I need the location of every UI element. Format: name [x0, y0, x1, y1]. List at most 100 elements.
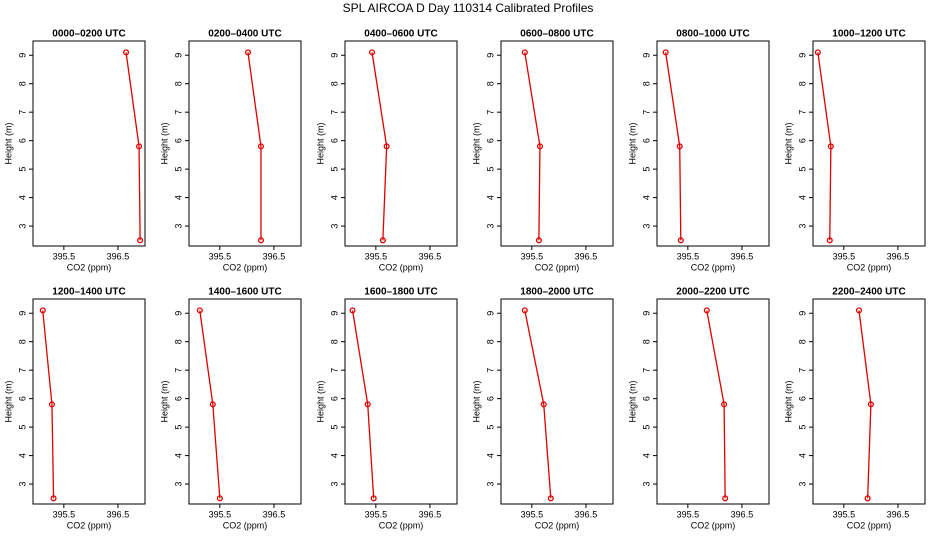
y-tick-label: 4 — [17, 195, 27, 200]
x-axis-label: CO2 (ppm) — [847, 520, 892, 530]
panel-title: 0200–0400 UTC — [208, 29, 281, 40]
x-tick-label: 396.5 — [731, 251, 754, 261]
y-tick-label: 3 — [173, 224, 183, 229]
y-tick-label: 8 — [17, 339, 27, 344]
y-tick-label: 9 — [17, 53, 27, 58]
point — [244, 49, 252, 56]
y-tick-label: 6 — [485, 138, 495, 143]
y-tick-label: 9 — [173, 53, 183, 58]
point — [536, 143, 544, 150]
y-tick-label: 5 — [17, 425, 27, 430]
x-tick-label: 396.5 — [107, 251, 130, 261]
panel-title: 0600–0800 UTC — [520, 29, 593, 40]
panel-title: 0400–0600 UTC — [364, 29, 437, 40]
panel-title: 2200–2400 UTC — [832, 287, 905, 298]
y-tick-label: 8 — [641, 339, 651, 344]
y-tick-label: 3 — [797, 482, 807, 487]
y-tick-label: 9 — [173, 311, 183, 316]
point — [39, 307, 46, 314]
y-tick-label: 7 — [641, 110, 651, 115]
x-tick-label: 396.5 — [887, 251, 910, 261]
y-tick-label: 5 — [173, 425, 183, 430]
y-tick-label: 9 — [641, 311, 651, 316]
profile-line — [199, 310, 221, 499]
point — [349, 307, 356, 314]
y-axis-label: Height (m) — [159, 122, 169, 164]
x-tick-label: 396.5 — [575, 251, 598, 261]
plot-frame — [188, 298, 302, 505]
y-tick-label: 6 — [797, 138, 807, 143]
x-tick-label: 395.5 — [209, 509, 232, 519]
plot-frame — [656, 298, 770, 505]
profile-line — [858, 310, 872, 499]
y-tick-label: 9 — [797, 53, 807, 58]
point — [826, 237, 833, 244]
y-tick-label: 9 — [329, 311, 339, 316]
x-tick-label: 396.5 — [419, 251, 442, 261]
y-axis-label: Height (m) — [3, 122, 13, 164]
point — [855, 307, 863, 314]
y-axis-label: Height (m) — [159, 380, 169, 422]
point — [540, 401, 547, 408]
x-axis-label: CO2 (ppm) — [691, 520, 736, 530]
point — [123, 49, 130, 56]
y-tick-label: 6 — [17, 396, 27, 401]
y-tick-label: 7 — [17, 110, 27, 115]
x-tick-label: 395.5 — [677, 251, 700, 261]
point — [216, 495, 223, 502]
x-tick-label: 396.5 — [731, 509, 754, 519]
y-tick-label: 6 — [797, 396, 807, 401]
point — [379, 237, 386, 244]
y-tick-label: 3 — [173, 482, 183, 487]
x-tick-label: 395.5 — [209, 251, 232, 261]
y-tick-label: 8 — [485, 339, 495, 344]
x-tick-label: 395.5 — [833, 509, 856, 519]
x-axis-label: CO2 (ppm) — [535, 520, 580, 530]
point — [209, 401, 216, 408]
point — [257, 237, 265, 244]
point — [662, 49, 669, 56]
y-tick-label: 6 — [329, 396, 339, 401]
point — [721, 401, 728, 408]
point — [814, 49, 821, 56]
x-tick-label: 395.5 — [365, 509, 388, 519]
point — [677, 237, 684, 244]
x-tick-label: 396.5 — [419, 509, 442, 519]
panel-title: 1000–1200 UTC — [832, 29, 905, 40]
x-tick-label: 395.5 — [365, 251, 388, 261]
point — [521, 49, 528, 56]
y-tick-label: 9 — [17, 311, 27, 316]
plot-frame — [500, 40, 614, 247]
y-tick-label: 4 — [173, 195, 183, 200]
x-axis-label: CO2 (ppm) — [691, 262, 736, 272]
plot-frame — [656, 40, 770, 247]
y-tick-label: 8 — [797, 81, 807, 86]
y-tick-label: 4 — [485, 453, 495, 458]
y-tick-label: 5 — [797, 425, 807, 430]
point — [137, 237, 144, 244]
y-tick-label: 3 — [329, 224, 339, 229]
y-tick-label: 7 — [329, 110, 339, 115]
y-tick-label: 9 — [329, 53, 339, 58]
panel-title: 1800–2000 UTC — [520, 287, 593, 298]
y-axis-label: Height (m) — [3, 380, 13, 422]
point — [867, 401, 874, 408]
x-axis-label: CO2 (ppm) — [67, 262, 112, 272]
y-axis-label: Height (m) — [627, 380, 637, 422]
y-tick-label: 5 — [485, 167, 495, 172]
y-tick-label: 6 — [329, 138, 339, 143]
y-tick-label: 3 — [485, 482, 495, 487]
y-tick-label: 4 — [485, 195, 495, 200]
y-tick-label: 6 — [485, 396, 495, 401]
x-tick-label: 395.5 — [521, 509, 544, 519]
y-tick-label: 3 — [329, 482, 339, 487]
y-tick-label: 7 — [797, 368, 807, 373]
y-tick-label: 3 — [641, 482, 651, 487]
x-tick-label: 395.5 — [677, 509, 700, 519]
y-tick-label: 3 — [17, 224, 27, 229]
profile-line — [351, 310, 375, 499]
y-tick-label: 6 — [173, 396, 183, 401]
y-tick-label: 5 — [797, 167, 807, 172]
x-axis-label: CO2 (ppm) — [379, 262, 424, 272]
y-tick-label: 9 — [641, 53, 651, 58]
